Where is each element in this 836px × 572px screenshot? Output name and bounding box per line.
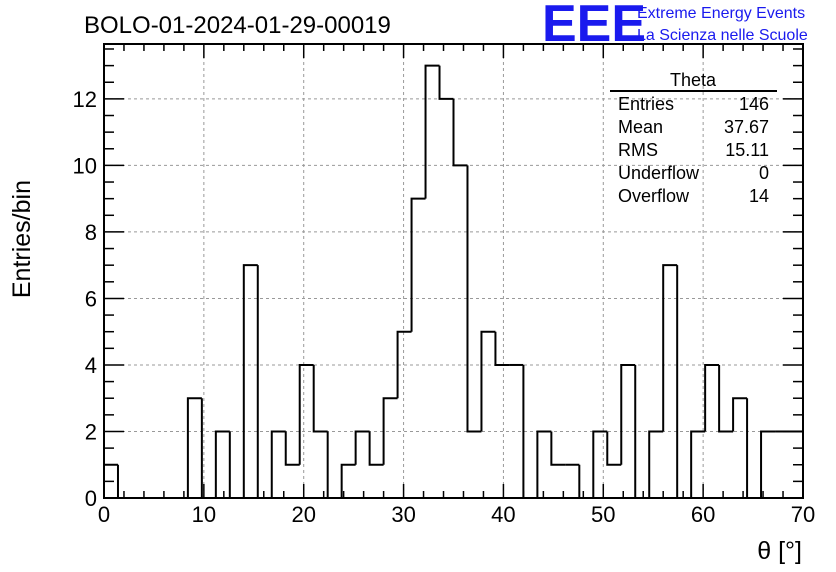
histogram-bin [606, 431, 622, 466]
x-tick-label: 40 [491, 502, 515, 527]
histogram-bin [718, 364, 734, 433]
histogram-bin [746, 398, 762, 499]
stats-row-value: 15.11 [725, 140, 769, 160]
plot-frame [103, 43, 804, 499]
y-tick-label: 12 [73, 87, 97, 112]
x-tick-label: 50 [591, 502, 615, 527]
histogram-bin [256, 265, 272, 499]
histogram-bin [620, 363, 636, 465]
y-tick-label: 0 [85, 486, 97, 511]
histogram-bars [103, 64, 804, 499]
histogram-bin [410, 197, 426, 332]
stats-row-label: Overflow [618, 186, 690, 206]
histogram-bin [312, 364, 328, 433]
y-tick-label: 8 [85, 220, 97, 245]
histogram-bin [676, 265, 692, 499]
histogram-bin [116, 464, 132, 499]
histogram-bin [578, 464, 594, 499]
histogram-bin [648, 430, 664, 498]
x-tick-label: 70 [791, 502, 815, 527]
logo: EEE Extreme Energy Events La Scienza nel… [542, 0, 808, 53]
histogram-bin [494, 331, 510, 366]
logo-acronym: EEE [542, 0, 646, 53]
histogram-bin [284, 431, 300, 466]
x-tick-label: 30 [391, 502, 415, 527]
histogram-bin [326, 431, 342, 499]
histogram-bin [704, 363, 720, 432]
chart-title: BOLO-01-2024-01-29-00019 [84, 12, 391, 39]
x-tick-label: 0 [98, 502, 110, 527]
histogram-bin [214, 430, 230, 498]
histogram-bin [396, 330, 412, 399]
histogram-bin [452, 98, 468, 167]
histogram-bin [592, 430, 608, 498]
x-axis-label: θ [°] [757, 537, 802, 565]
logo-line1: Extreme Energy Events [637, 5, 805, 22]
histogram-bin [536, 430, 552, 498]
histogram-bin [270, 430, 286, 498]
histogram-bin [438, 65, 454, 100]
stats-row-value: 0 [759, 163, 769, 183]
stats-row-value: 14 [749, 186, 769, 206]
tick-labels: 0 10 20 30 40 50 60 70 0 2 4 6 8 10 12 [73, 87, 816, 527]
histogram-bin [760, 430, 776, 498]
y-tick-label: 2 [85, 419, 97, 444]
histogram-bin [550, 431, 566, 466]
stats-row-value: 146 [739, 94, 769, 114]
stats-row-label: Entries [618, 94, 674, 114]
histogram-bin [634, 364, 650, 499]
y-tick-label: 6 [85, 286, 97, 311]
histogram-bin [228, 431, 244, 499]
x-tick-label: 10 [192, 502, 216, 527]
y-axis-label: Entries/bin [8, 180, 36, 298]
histogram-bin [354, 430, 370, 465]
histogram-bin [186, 397, 202, 498]
histogram-bin [298, 363, 314, 465]
histogram-bin [340, 463, 356, 498]
stats-row-label: RMS [618, 140, 658, 160]
histogram-bin [382, 397, 398, 465]
histogram-bin [732, 397, 748, 432]
histogram-bin [368, 431, 384, 466]
histogram-bin [242, 264, 258, 498]
stats-box: Theta Entries 146 Mean 37.67 RMS 15.11 Underfl… [610, 70, 777, 206]
histogram-bin [480, 330, 496, 432]
y-tick-label: 10 [73, 153, 97, 178]
histogram-bin [424, 64, 440, 199]
axes [103, 43, 804, 499]
logo-line2: La Scienza nelle Scuole [637, 27, 808, 44]
stats-row-label: Underflow [618, 163, 700, 183]
stats-title: Theta [670, 70, 717, 90]
x-tick-label: 60 [691, 502, 715, 527]
stats-row-value: 37.67 [724, 117, 769, 137]
x-tick-label: 20 [291, 502, 315, 527]
y-tick-label: 4 [85, 353, 97, 378]
histogram-bin [690, 430, 706, 498]
histogram-bin [466, 165, 482, 433]
stats-row-label: Mean [618, 117, 663, 137]
histogram-bin [662, 264, 678, 432]
